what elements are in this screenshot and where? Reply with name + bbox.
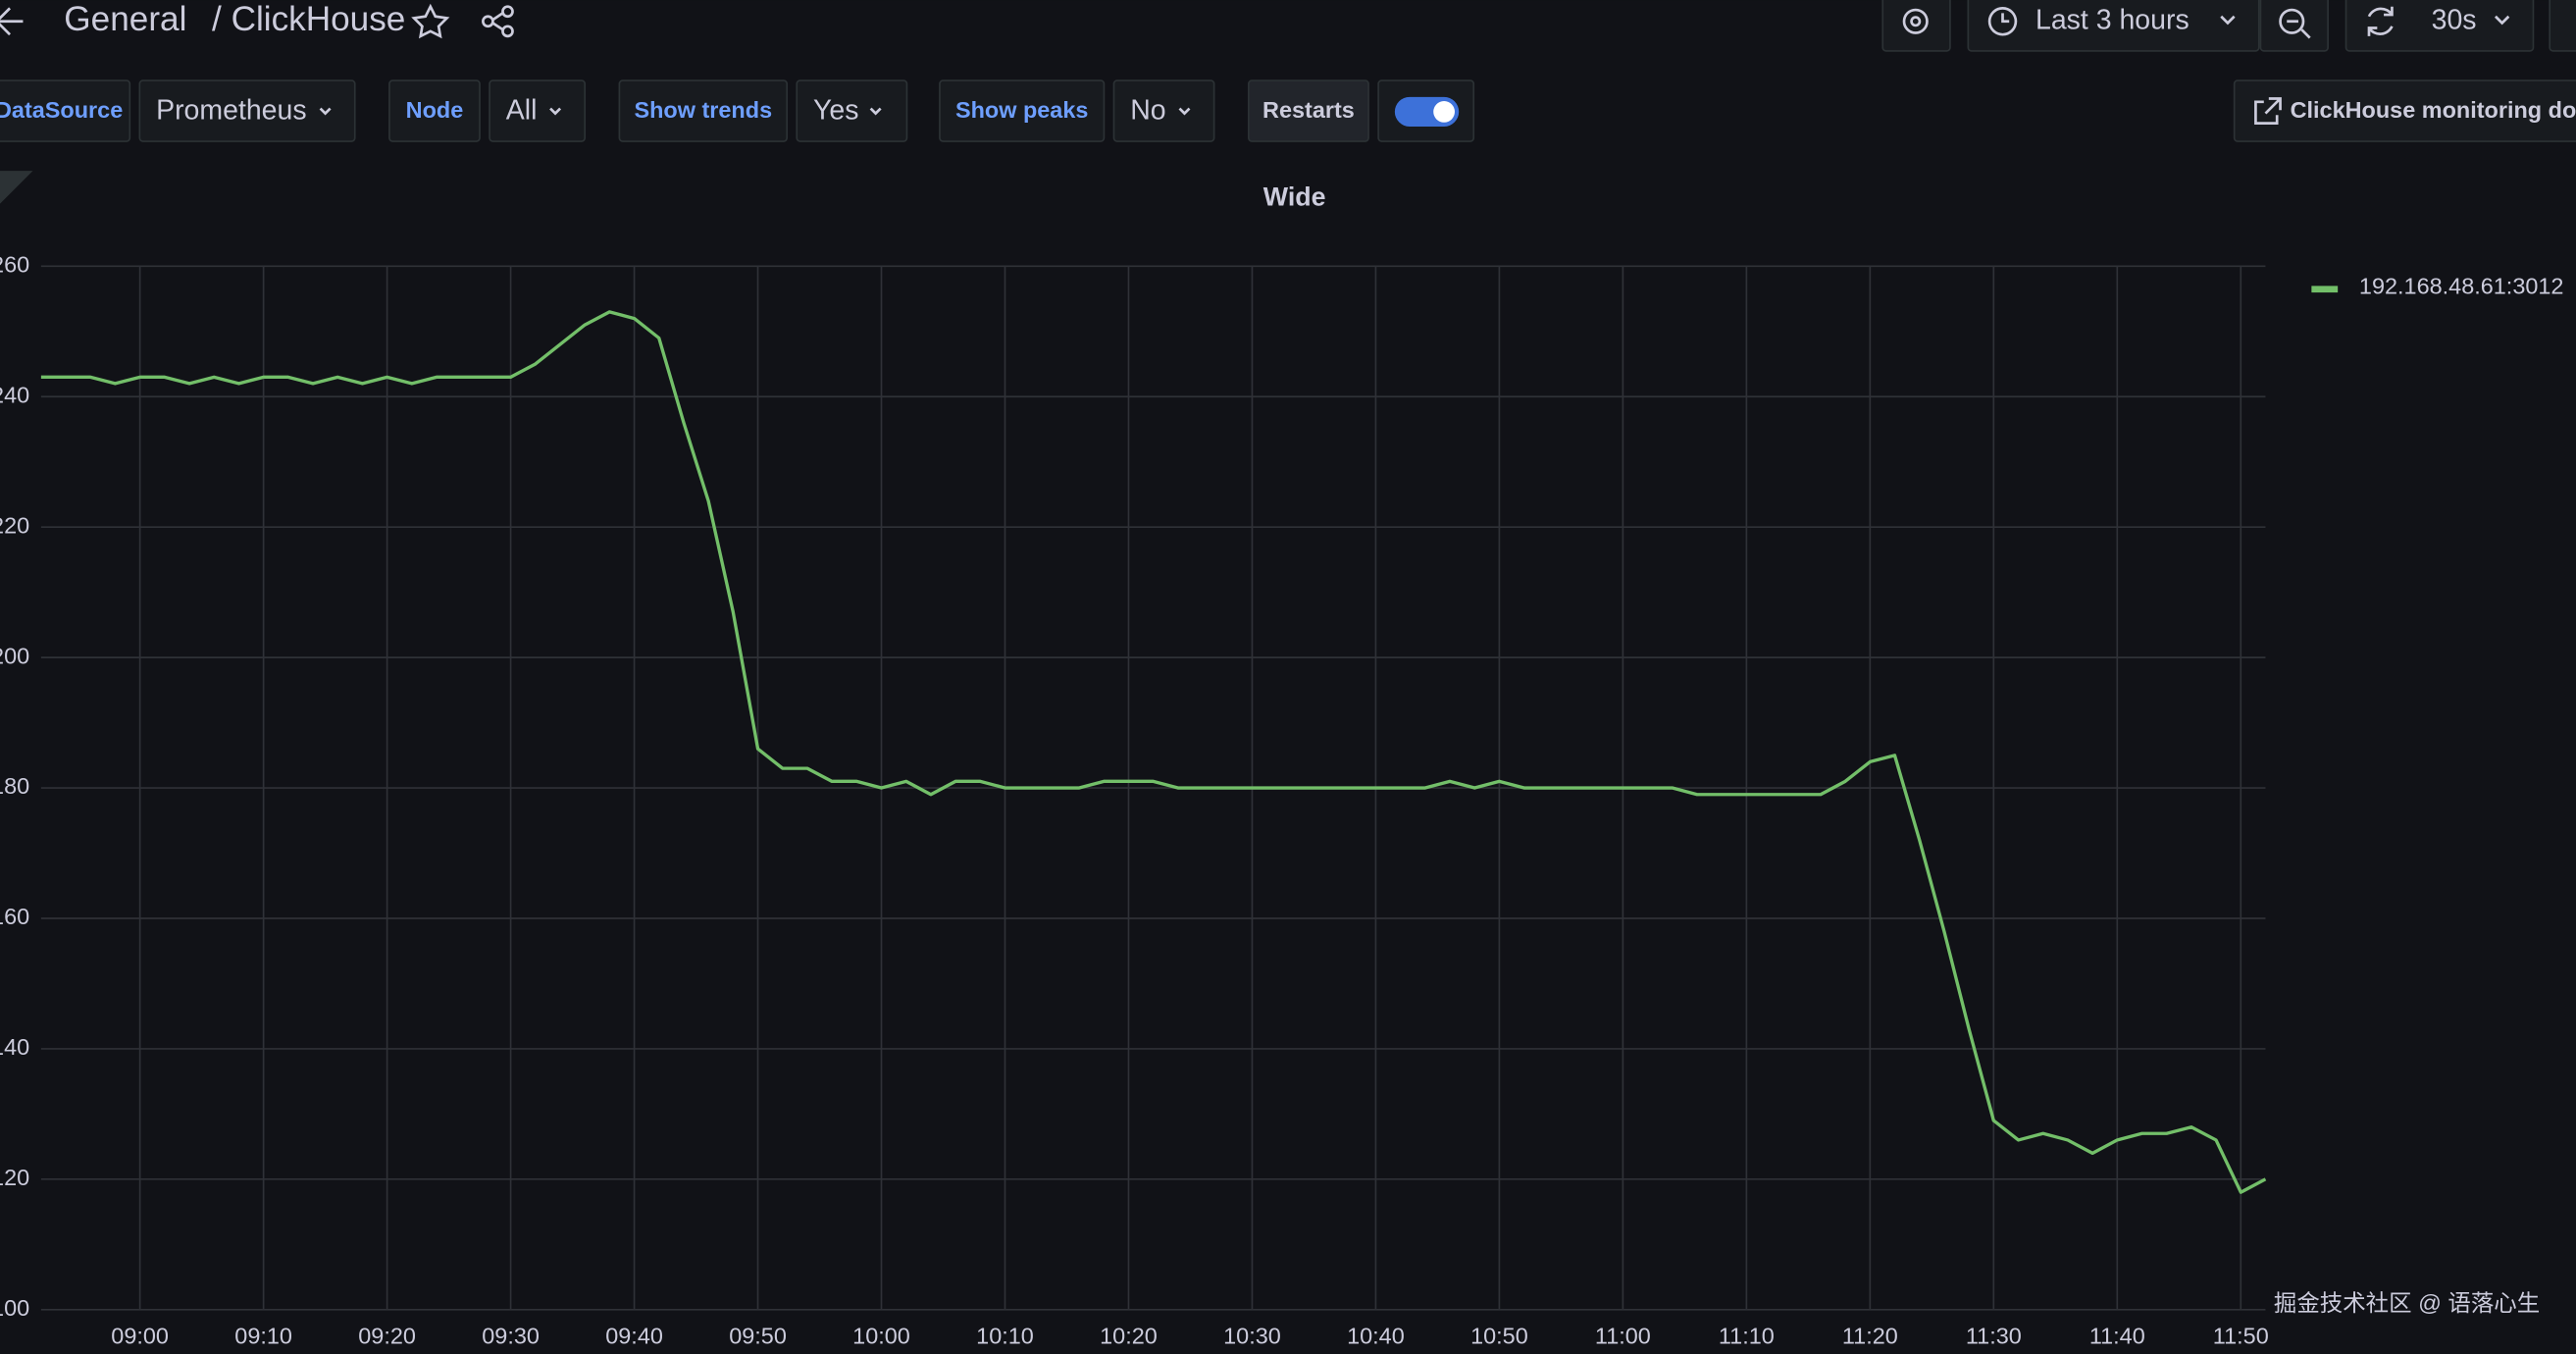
time-range: Last 3 hours bbox=[2035, 4, 2190, 35]
legend-label: 192.168.48.61:3012 bbox=[2359, 273, 2564, 298]
series-line bbox=[40, 310, 2267, 1194]
chevron bbox=[549, 107, 562, 116]
legend-swatch bbox=[2311, 286, 2339, 293]
x-tick-label: 09:10 bbox=[234, 1323, 292, 1348]
x-tick-label: 10:30 bbox=[1223, 1323, 1281, 1348]
variable-label-box bbox=[939, 79, 1106, 142]
y-tick-label: 120 bbox=[0, 1165, 29, 1190]
y-tick-label: 260 bbox=[0, 252, 29, 278]
x-tick-label: 11:00 bbox=[1595, 1323, 1651, 1348]
variable-value: All bbox=[506, 94, 538, 126]
folder[interactable]: General bbox=[64, 0, 186, 38]
chevron bbox=[2494, 15, 2510, 26]
variable-select[interactable] bbox=[1112, 79, 1215, 142]
x-tick-label: 11:10 bbox=[1719, 1323, 1775, 1348]
chevron bbox=[869, 107, 882, 116]
variable-label: DataSource bbox=[0, 97, 123, 123]
y-tick-label: 220 bbox=[0, 512, 29, 538]
variable-label: Show trends bbox=[634, 97, 772, 123]
x-tick-label: 10:10 bbox=[976, 1323, 1034, 1348]
x-tick-label: 10:20 bbox=[1100, 1323, 1158, 1348]
clock-hands bbox=[2001, 13, 2010, 24]
variable-value: Yes bbox=[813, 94, 858, 126]
chevron bbox=[1178, 107, 1191, 116]
x-tick-label: 09:50 bbox=[729, 1323, 787, 1348]
variable-label: Node bbox=[406, 97, 464, 123]
variable-label-box bbox=[388, 79, 481, 142]
x-tick-label: 10:40 bbox=[1347, 1323, 1405, 1348]
variable-label-box bbox=[0, 79, 131, 142]
x-tick-label: 11:50 bbox=[2213, 1323, 2269, 1348]
y-tick-label: 240 bbox=[0, 382, 29, 407]
refresh-interval: 30s bbox=[2432, 4, 2477, 35]
watermark: 掘金技术社区 @ 语落心生 bbox=[2274, 1290, 2540, 1316]
chevron bbox=[319, 107, 332, 116]
x-tick-label: 09:00 bbox=[111, 1323, 169, 1348]
zoom-out-button[interactable] bbox=[2259, 0, 2329, 52]
gear-icon bbox=[1902, 8, 1929, 34]
star-button[interactable] bbox=[411, 3, 450, 39]
variable-select[interactable] bbox=[796, 79, 908, 142]
chevron bbox=[2220, 15, 2236, 26]
y-tick-label: 180 bbox=[0, 773, 29, 799]
x-tick-label: 09:30 bbox=[482, 1323, 540, 1348]
variable-value: No bbox=[1130, 94, 1165, 126]
variable-select[interactable] bbox=[138, 79, 356, 142]
variable-label: Show peaks bbox=[955, 97, 1088, 123]
back-button[interactable] bbox=[0, 7, 24, 36]
x-tick-label: 10:50 bbox=[1470, 1323, 1528, 1348]
doc-link-box[interactable] bbox=[2233, 79, 2576, 142]
time-picker[interactable] bbox=[1967, 0, 2260, 52]
y-tick-label: 200 bbox=[0, 643, 29, 668]
zoom-circle bbox=[2279, 8, 2305, 34]
zoom-icon bbox=[2287, 20, 2311, 39]
plot: 100 120 140 160 180 200 220 240 260 09:00 09:10 09:… bbox=[0, 252, 2563, 1349]
x-tick-label: 09:40 bbox=[605, 1323, 663, 1348]
y-tick-label: 160 bbox=[0, 904, 29, 929]
refresh-icon bbox=[2367, 6, 2394, 36]
variable-label-box bbox=[618, 79, 789, 142]
doc-link[interactable]: ClickHouse monitoring doc bbox=[2291, 97, 2576, 123]
toggle-knob bbox=[1433, 101, 1455, 123]
clock-icon bbox=[1987, 7, 2018, 36]
panel-corner bbox=[0, 171, 33, 204]
x-tick-label: 11:20 bbox=[1842, 1323, 1898, 1348]
view-button[interactable] bbox=[2549, 0, 2576, 52]
y-tick-label: 140 bbox=[0, 1034, 29, 1060]
gear-center bbox=[1910, 16, 1922, 27]
variable-value: Prometheus bbox=[156, 94, 307, 126]
x-tick-label: 10:00 bbox=[852, 1323, 910, 1348]
external-link-icon bbox=[2254, 97, 2282, 125]
y-tick-label: 100 bbox=[0, 1295, 29, 1321]
x-tick-label: 11:40 bbox=[2089, 1323, 2145, 1348]
variable-select[interactable] bbox=[489, 79, 587, 142]
variable-label: Restarts bbox=[1262, 97, 1355, 123]
share-button[interactable] bbox=[482, 5, 514, 38]
variable-label-box bbox=[1247, 79, 1369, 142]
x-tick-label: 09:20 bbox=[358, 1323, 416, 1348]
panel-title: Wide bbox=[1263, 182, 1326, 212]
dashboard-name[interactable]: / ClickHouse bbox=[212, 0, 405, 38]
x-tick-label: 11:30 bbox=[1966, 1323, 2022, 1348]
